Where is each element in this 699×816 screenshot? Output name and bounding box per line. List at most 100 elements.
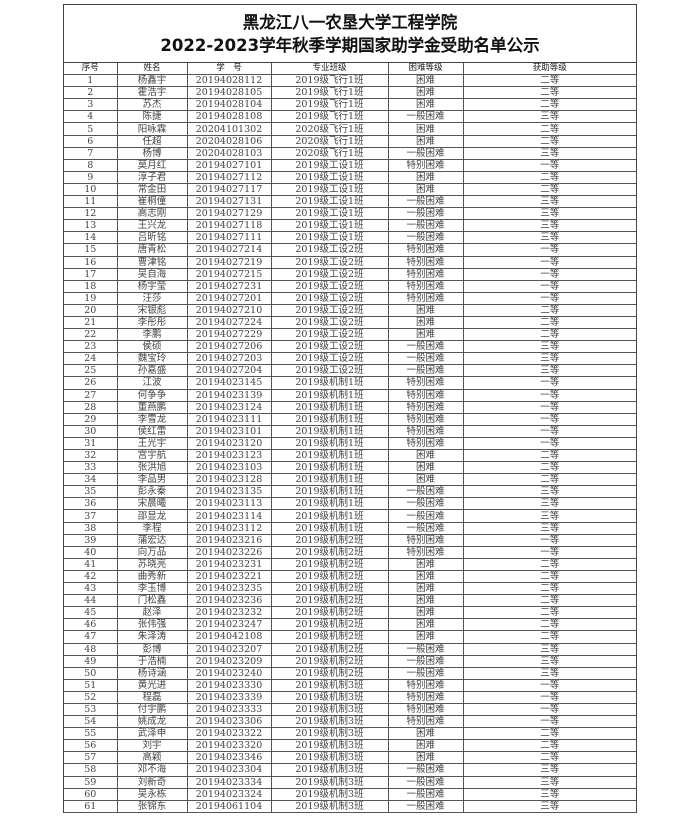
aid-level: 一等: [462, 401, 636, 414]
difficulty-level: 特别困难: [387, 413, 464, 426]
row-index: 22: [64, 328, 118, 342]
aid-level: 三等: [462, 219, 636, 233]
difficulty-level: 困难: [387, 171, 464, 184]
aid-level: 三等: [462, 643, 636, 656]
class-name: 2019级机制2班: [270, 655, 389, 668]
class-name: 2019级机制2班: [270, 582, 389, 596]
student-name: 蒲宏达: [116, 534, 188, 547]
row-index: 38: [64, 522, 118, 535]
aid-level: 二等: [462, 751, 636, 765]
table-row: 10 常金田 20194027117 2019级工设1班 困难 二等: [64, 183, 636, 197]
aid-level: 三等: [462, 776, 636, 789]
difficulty-level: 一般困难: [387, 643, 464, 656]
class-name: 2019级机制2班: [270, 643, 389, 656]
difficulty-level: 困难: [387, 135, 464, 148]
student-name: 向万品: [116, 546, 188, 559]
row-index: 24: [64, 352, 118, 366]
class-name: 2019级工设2班: [270, 292, 389, 305]
difficulty-level: 特别困难: [387, 437, 464, 451]
row-index: 40: [64, 546, 118, 559]
student-name: 唐青松: [116, 243, 188, 257]
student-name: 崔桐僮: [116, 195, 188, 209]
class-name: 2019级机制3班: [270, 715, 389, 729]
row-index: 35: [64, 485, 118, 499]
class-name: 2019级工设2班: [270, 243, 389, 257]
aid-level: 一等: [462, 425, 636, 438]
column-header-student-id: 学 号: [186, 63, 272, 76]
row-index: 3: [64, 98, 118, 112]
student-name: 何争争: [116, 389, 188, 402]
table-row: 27 何争争 20194023139 2019级机制1班 特别困难 一等: [64, 389, 636, 402]
class-name: 2019级机制1班: [270, 389, 389, 402]
row-index: 17: [64, 268, 118, 281]
class-name: 2019级机制2班: [270, 618, 389, 632]
table-row: 40 向万品 20194023226 2019级机制2班 特别困难 一等: [64, 546, 636, 559]
row-index: 14: [64, 231, 118, 245]
aid-level: 三等: [462, 655, 636, 668]
student-id: 20194027224: [186, 316, 272, 330]
row-index: 30: [64, 425, 118, 438]
difficulty-level: 特别困难: [387, 243, 464, 257]
table-row: 20 宋银彪 20194027210 2019级工设2班 困难 二等: [64, 304, 636, 317]
student-name: 董燕鹏: [116, 401, 188, 414]
table-row: 6 任超 20204028106 2020级飞行1班 困难 二等: [64, 135, 636, 148]
row-index: 4: [64, 110, 118, 124]
student-name: 姚成龙: [116, 715, 188, 729]
difficulty-level: 一般困难: [387, 485, 464, 499]
aid-level: 三等: [462, 497, 636, 511]
student-name: 高颖: [116, 751, 188, 765]
student-id: 20194027206: [186, 340, 272, 354]
student-id: 20194023333: [186, 703, 272, 717]
table-row: 31 王光宇 20194023120 2019级机制1班 特别困难 一等: [64, 437, 636, 451]
table-row: 42 曲秀新 20194023221 2019级机制2班 困难 二等: [64, 570, 636, 584]
aid-level: 二等: [462, 328, 636, 342]
scholarship-list-document: 黑龙江八一农垦大学工程学院 2022-2023学年秋季学期国家助学金受助名单公示…: [63, 4, 637, 813]
student-name: 吴永栋: [116, 788, 188, 801]
aid-level: 三等: [462, 788, 636, 801]
student-name: 彭永秦: [116, 485, 188, 499]
student-id: 20194027210: [186, 304, 272, 317]
student-name: 付宇鹏: [116, 703, 188, 717]
student-id: 20194023216: [186, 534, 272, 547]
table-row: 17 吴自海 20194027215 2019级工设2班 特别困难 一等: [64, 268, 636, 281]
column-header-difficulty-level: 困难等级: [387, 63, 464, 76]
aid-level: 二等: [462, 570, 636, 584]
student-name: 曲秀新: [116, 570, 188, 584]
table-row: 21 李彤彤 20194027224 2019级工设2班 困难 二等: [64, 316, 636, 330]
aid-level: 一等: [462, 256, 636, 269]
class-name: 2019级机制1班: [270, 413, 389, 426]
class-name: 2019级机制2班: [270, 630, 389, 644]
table-header-row: 序号 姓名学 号专业班级 困难等级 获助等级: [64, 63, 636, 76]
student-name: 彭博: [116, 643, 188, 656]
table-row: 5 阳咏霖 20204101302 2020级飞行1班 困难 二等: [64, 122, 636, 136]
table-row: 11 崔桐僮 20194027131 2019级工设1班 一般困难 三等: [64, 195, 636, 209]
student-name: 孙嘉盛: [116, 364, 188, 378]
table-row: 19 汪莎 20194027201 2019级工设2班 特别困难 一等: [64, 292, 636, 305]
aid-level: 三等: [462, 522, 636, 535]
table-row: 58 邓不海 20194023304 2019级机制3班 一般困难 三等: [64, 763, 636, 777]
aid-level: 三等: [462, 352, 636, 366]
aid-level: 三等: [462, 485, 636, 499]
aid-level: 二等: [462, 739, 636, 753]
aid-level: 三等: [462, 207, 636, 221]
student-id: 20194028104: [186, 98, 272, 112]
difficulty-level: 困难: [387, 739, 464, 753]
recipient-table: 序号 姓名学 号专业班级 困难等级 获助等级 1 杨鑫宇 20194028112 2019级…: [64, 63, 636, 813]
student-name: 张洪旭: [116, 461, 188, 475]
class-name: 2019级工设2班: [270, 256, 389, 269]
difficulty-level: 特别困难: [387, 280, 464, 293]
row-index: 57: [64, 751, 118, 765]
difficulty-level: 特别困难: [387, 268, 464, 281]
student-id: 20194023330: [186, 679, 272, 692]
class-name: 2019级机制1班: [270, 401, 389, 414]
aid-level: 三等: [462, 800, 636, 813]
row-index: 20: [64, 304, 118, 317]
student-name: 张锦东: [116, 800, 188, 813]
aid-level: 二等: [462, 98, 636, 112]
difficulty-level: 困难: [387, 74, 464, 88]
class-name: 2019级工设2班: [270, 340, 389, 354]
aid-level: 一等: [462, 691, 636, 704]
student-id: 20194023103: [186, 461, 272, 475]
class-name: 2019级工设1班: [270, 183, 389, 197]
student-name: 莫月红: [116, 159, 188, 172]
